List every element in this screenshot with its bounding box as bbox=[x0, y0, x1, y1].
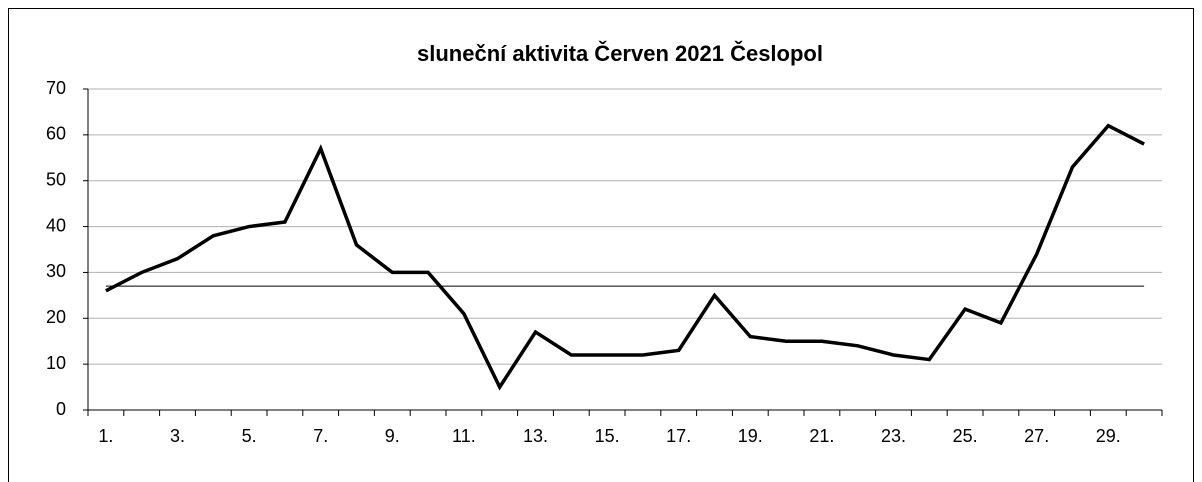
y-tick-label: 50 bbox=[46, 169, 66, 189]
x-tick-label: 7. bbox=[313, 426, 328, 446]
x-tick-label: 3. bbox=[170, 426, 185, 446]
x-tick-label: 29. bbox=[1096, 426, 1121, 446]
x-tick-label: 23. bbox=[881, 426, 906, 446]
x-tick-label: 21. bbox=[809, 426, 834, 446]
y-tick-label: 70 bbox=[46, 78, 66, 98]
y-tick-label: 0 bbox=[56, 399, 66, 419]
y-tick-label: 10 bbox=[46, 353, 66, 373]
line-series bbox=[105, 123, 1145, 391]
y-tick-label: 40 bbox=[46, 215, 66, 235]
chart-title: sluneční aktivita Červen 2021 Česlopol bbox=[417, 41, 823, 66]
x-tick-label: 27. bbox=[1024, 426, 1049, 446]
x-tick-label: 19. bbox=[738, 426, 763, 446]
x-tick-label: 9. bbox=[385, 426, 400, 446]
y-tick-label: 30 bbox=[46, 261, 66, 281]
x-tick-label: 11. bbox=[452, 426, 476, 446]
x-tick-label: 15. bbox=[595, 426, 620, 446]
x-tick-label: 17. bbox=[666, 426, 691, 446]
x-tick-label: 25. bbox=[953, 426, 978, 446]
y-tick-label: 20 bbox=[46, 307, 66, 327]
y-tick-label: 60 bbox=[46, 124, 66, 144]
x-tick-label: 1. bbox=[98, 426, 113, 446]
x-tick-label: 5. bbox=[242, 426, 257, 446]
chart-frame bbox=[8, 8, 1194, 482]
x-tick-label: 13. bbox=[523, 426, 548, 446]
